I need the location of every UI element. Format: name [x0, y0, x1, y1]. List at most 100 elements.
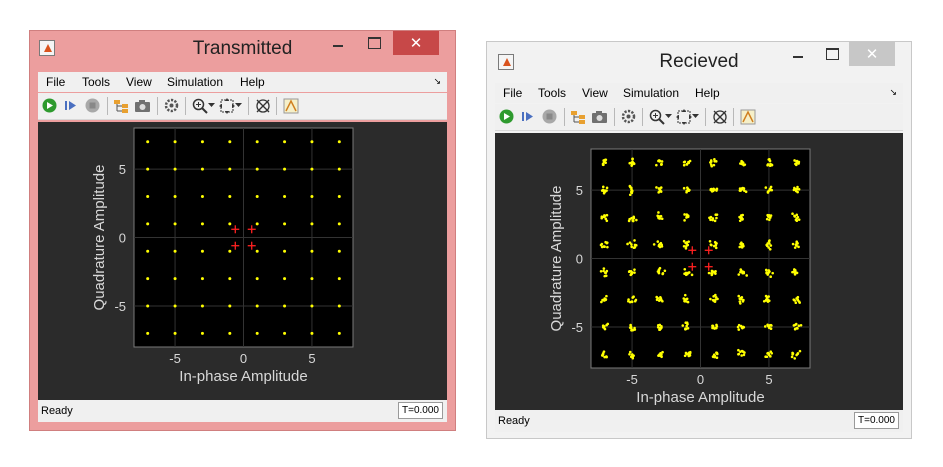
- received-window: Recieved ✕ File Tools View Simulation He…: [486, 41, 912, 439]
- minimize-button[interactable]: [324, 31, 352, 55]
- menu-simulation[interactable]: Simulation: [623, 86, 680, 100]
- constellation-point: [792, 298, 796, 301]
- constellation-point: [630, 163, 634, 166]
- chevron-down-icon[interactable]: [691, 108, 700, 125]
- camera-icon[interactable]: [591, 108, 608, 125]
- constellation-point: [685, 242, 689, 245]
- title-bar[interactable]: Recieved ✕: [487, 42, 911, 76]
- chevron-down-icon[interactable]: [664, 108, 673, 125]
- constellation-point: [740, 188, 744, 191]
- constellation-point: [659, 214, 663, 218]
- constellation-point: [685, 162, 689, 166]
- maximize-button[interactable]: [360, 31, 388, 55]
- constellation-point: [630, 272, 633, 276]
- constellation-plot[interactable]: -5 0 5 5 0 -5 In-phase Amplitude Quadrature Amp…: [38, 122, 447, 400]
- menu-file[interactable]: File: [503, 86, 523, 100]
- constellation-point: [658, 353, 661, 356]
- autoscale-icon[interactable]: [675, 108, 692, 125]
- constellation-point: [738, 245, 742, 249]
- menu-help[interactable]: Help: [695, 86, 720, 100]
- y-tick-label: 5: [576, 183, 583, 198]
- constellation-point: [173, 167, 177, 171]
- signal-hierarchy-icon[interactable]: [112, 97, 129, 114]
- constellation-point: [745, 274, 748, 277]
- constellation-point: [310, 140, 314, 144]
- toolbar-separator: [248, 97, 249, 115]
- matlab-icon[interactable]: [498, 54, 514, 70]
- matlab-icon[interactable]: [39, 40, 55, 56]
- stop-icon[interactable]: [541, 108, 558, 125]
- constellation-point: [767, 269, 771, 272]
- constellation-point: [633, 299, 637, 303]
- menu-view[interactable]: View: [582, 86, 608, 100]
- x-tick-label: 5: [765, 372, 772, 387]
- chevron-down-icon[interactable]: [207, 97, 216, 114]
- title-bar[interactable]: Transmitted ✕: [30, 31, 455, 65]
- menu-dock-icon[interactable]: ↘: [889, 87, 897, 97]
- constellation-point: [795, 219, 799, 223]
- constellation-point: [200, 304, 204, 308]
- constellation-point: [633, 239, 636, 242]
- step-forward-icon[interactable]: [519, 108, 536, 125]
- y-tick-label: 5: [119, 162, 126, 177]
- chevron-down-icon[interactable]: [234, 97, 243, 114]
- menu-view[interactable]: View: [126, 75, 152, 89]
- gear-icon[interactable]: [620, 108, 637, 125]
- constellation-point: [658, 245, 662, 249]
- constellation-point: [656, 323, 660, 327]
- minimize-button[interactable]: [784, 42, 812, 66]
- toolbar: [38, 93, 447, 120]
- step-forward-icon[interactable]: [62, 97, 79, 114]
- constellation-point: [605, 323, 608, 327]
- constellation-point: [627, 299, 630, 303]
- highlight-icon[interactable]: [739, 108, 756, 125]
- reference-constellation-icon[interactable]: [254, 97, 271, 114]
- window-title: Transmitted: [192, 38, 293, 59]
- constellation-point: [766, 163, 769, 167]
- constellation-point: [200, 222, 204, 226]
- constellation-point: [228, 167, 232, 171]
- run-icon[interactable]: [498, 108, 515, 125]
- constellation-point: [743, 189, 746, 192]
- constellation-point: [767, 215, 771, 218]
- constellation-point: [793, 215, 797, 218]
- constellation-point: [631, 296, 634, 299]
- highlight-icon[interactable]: [282, 97, 299, 114]
- menu-file[interactable]: File: [46, 75, 66, 89]
- constellation-plot[interactable]: -5 0 5 5 0 -5 In-phase Amplitude Quadrature Amp…: [495, 133, 903, 410]
- constellation-point: [146, 140, 150, 144]
- zoom-in-icon[interactable]: [648, 108, 665, 125]
- run-icon[interactable]: [41, 97, 58, 114]
- constellation-point: [742, 271, 746, 275]
- constellation-point: [684, 327, 687, 331]
- menu-simulation[interactable]: Simulation: [167, 75, 224, 89]
- reference-constellation-icon[interactable]: [711, 108, 728, 125]
- toolbar-separator: [276, 97, 277, 115]
- maximize-button[interactable]: [818, 42, 846, 66]
- constellation-point: [711, 298, 715, 302]
- close-button[interactable]: ✕: [393, 31, 439, 55]
- close-button[interactable]: ✕: [849, 42, 895, 66]
- menu-help[interactable]: Help: [240, 75, 265, 89]
- menu-tools[interactable]: Tools: [82, 75, 111, 89]
- menu-dock-icon[interactable]: ↘: [433, 76, 441, 86]
- autoscale-icon[interactable]: [218, 97, 235, 114]
- camera-icon[interactable]: [134, 97, 151, 114]
- constellation-point: [661, 299, 664, 303]
- stop-icon[interactable]: [84, 97, 101, 114]
- constellation-point: [739, 297, 743, 301]
- zoom-in-icon[interactable]: [191, 97, 208, 114]
- minimize-icon: [793, 56, 803, 58]
- signal-hierarchy-icon[interactable]: [569, 108, 586, 125]
- constellation-point: [709, 243, 713, 246]
- constellation-point: [684, 273, 688, 277]
- gear-icon[interactable]: [163, 97, 180, 114]
- constellation-point: [742, 325, 745, 329]
- constellation-point: [715, 356, 719, 360]
- menu-bar: File Tools View Simulation Help ↘: [38, 72, 447, 92]
- constellation-point: [715, 351, 719, 355]
- constellation-point: [793, 357, 797, 360]
- constellation-point: [687, 271, 690, 275]
- menu-tools[interactable]: Tools: [538, 86, 567, 100]
- constellation-point: [685, 324, 688, 328]
